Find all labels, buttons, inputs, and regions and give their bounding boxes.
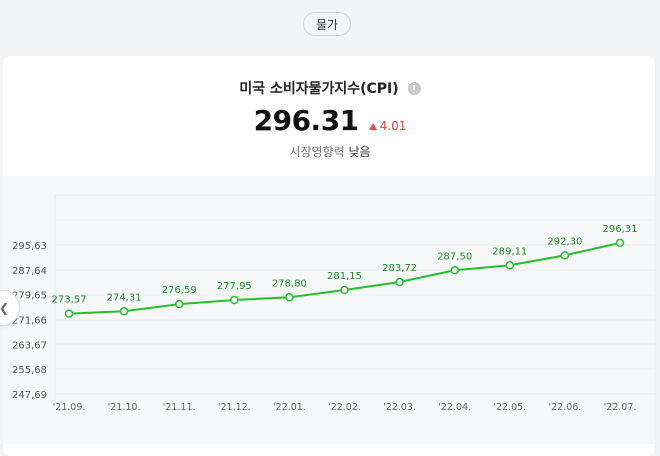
indicator-change: 4.01 <box>368 119 407 133</box>
data-label: 277,95 <box>217 281 252 292</box>
info-icon[interactable]: i <box>407 81 421 95</box>
indicator-value-row: 296.31 4.01 <box>0 104 660 137</box>
data-point <box>560 251 570 260</box>
data-label: 287,50 <box>437 251 472 262</box>
x-tick-label: '21.10. <box>108 402 141 413</box>
cpi-line-chart: 295,63 287,64 279,65 271,66 263,67 255,68 247,… <box>12 194 655 413</box>
data-point <box>340 285 349 295</box>
x-tick-label: '22.06. <box>548 402 581 413</box>
x-tick-label: '22.05. <box>493 402 526 413</box>
y-tick-label: 287,64 <box>12 266 47 277</box>
data-label: 292,30 <box>547 236 582 247</box>
data-label: 274,31 <box>107 292 142 303</box>
y-tick-label: 279,65 <box>12 291 47 302</box>
data-label: 283,72 <box>382 263 417 274</box>
category-chip[interactable]: 물가 <box>303 12 351 36</box>
triangle-up-icon <box>368 123 377 130</box>
indicator-title-row: 미국 소비자물가지수(CPI) i <box>0 78 660 98</box>
x-tick-label: '21.09. <box>53 402 86 413</box>
indicator-change-value: 4.01 <box>379 119 407 133</box>
y-tick-label: 271,66 <box>12 316 47 327</box>
y-tick-label: 295,63 <box>12 241 47 252</box>
x-tick-label: '22.04. <box>438 402 471 413</box>
data-label: 289,11 <box>492 246 527 257</box>
y-tick-label: 255,68 <box>12 365 47 376</box>
data-label: 296,31 <box>603 224 638 235</box>
data-point <box>230 295 239 305</box>
x-tick-label: '21.11. <box>163 402 196 413</box>
y-tick-label: 263,67 <box>12 340 47 351</box>
data-point <box>450 266 459 275</box>
data-label: 276,59 <box>162 285 197 296</box>
data-point <box>119 307 129 316</box>
x-tick-label: '22.01. <box>273 402 306 413</box>
indicator-value: 296.31 <box>253 104 360 137</box>
data-point <box>395 277 404 287</box>
market-impact-value: 낮음 <box>348 145 371 159</box>
data-point <box>174 299 184 309</box>
chart-area: 295,63 287,64 279,65 271,66 263,67 255,68 247,… <box>3 176 655 444</box>
data-label: 278,80 <box>272 278 307 289</box>
data-point <box>615 238 625 248</box>
x-tick-label: '21.12. <box>218 402 251 413</box>
data-label: 273,57 <box>52 295 87 306</box>
data-point <box>285 293 294 302</box>
y-tick-label: 247,69 <box>12 390 47 401</box>
x-tick-label: '22.07. <box>604 402 637 413</box>
market-impact-label: 시장영향력 <box>289 145 345 159</box>
data-point <box>505 261 515 270</box>
data-point <box>64 309 74 318</box>
x-tick-label: '22.03. <box>383 402 416 413</box>
market-impact: 시장영향력 낮음 <box>0 143 660 160</box>
data-label: 281,15 <box>327 271 362 282</box>
x-tick-label: '22.02. <box>328 402 361 413</box>
chevron-left-icon: ❮ <box>0 301 9 315</box>
indicator-title: 미국 소비자물가지수(CPI) <box>239 81 399 97</box>
